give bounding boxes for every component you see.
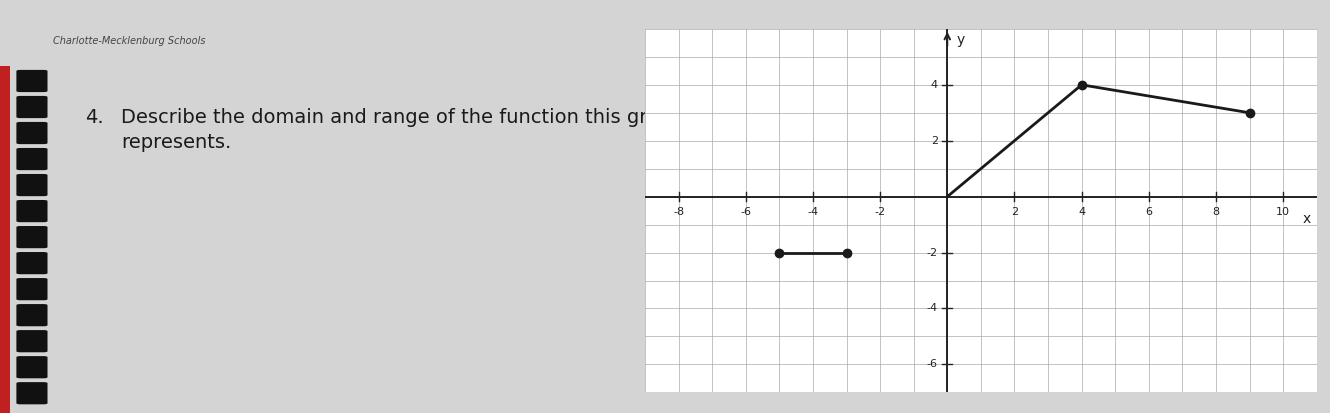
FancyBboxPatch shape [16, 304, 48, 326]
FancyBboxPatch shape [16, 226, 48, 248]
Text: x: x [1302, 212, 1311, 226]
Text: 8: 8 [1213, 207, 1220, 217]
FancyBboxPatch shape [16, 200, 48, 222]
Text: Describe the domain and range of the function this graph
represents.: Describe the domain and range of the fun… [121, 108, 685, 152]
Text: -2: -2 [875, 207, 886, 217]
Text: -8: -8 [673, 207, 684, 217]
Text: 2: 2 [1011, 207, 1017, 217]
Text: Charlotte-Mecklenburg Schools: Charlotte-Mecklenburg Schools [53, 36, 205, 46]
Text: Math 3. Unit 1. Lesson 3 Student: Math 3. Unit 1. Lesson 3 Student [1119, 36, 1310, 46]
FancyBboxPatch shape [16, 252, 48, 274]
FancyBboxPatch shape [16, 96, 48, 118]
FancyBboxPatch shape [16, 382, 48, 404]
FancyBboxPatch shape [16, 356, 48, 378]
FancyBboxPatch shape [16, 148, 48, 170]
Text: 6: 6 [1145, 207, 1152, 217]
FancyBboxPatch shape [16, 278, 48, 300]
FancyBboxPatch shape [16, 330, 48, 352]
Text: -6: -6 [741, 207, 751, 217]
Bar [0, 66, 9, 413]
Text: -4: -4 [927, 304, 938, 313]
Text: 4: 4 [931, 80, 938, 90]
FancyBboxPatch shape [16, 70, 48, 92]
Text: 4.: 4. [85, 108, 104, 127]
Text: -4: -4 [807, 207, 818, 217]
Text: 10: 10 [1275, 207, 1290, 217]
Text: 2: 2 [931, 136, 938, 146]
Text: -6: -6 [927, 359, 938, 369]
Text: y: y [956, 33, 966, 47]
FancyBboxPatch shape [16, 174, 48, 196]
Text: 4: 4 [1079, 207, 1085, 217]
Text: -2: -2 [927, 247, 938, 258]
FancyBboxPatch shape [16, 122, 48, 144]
